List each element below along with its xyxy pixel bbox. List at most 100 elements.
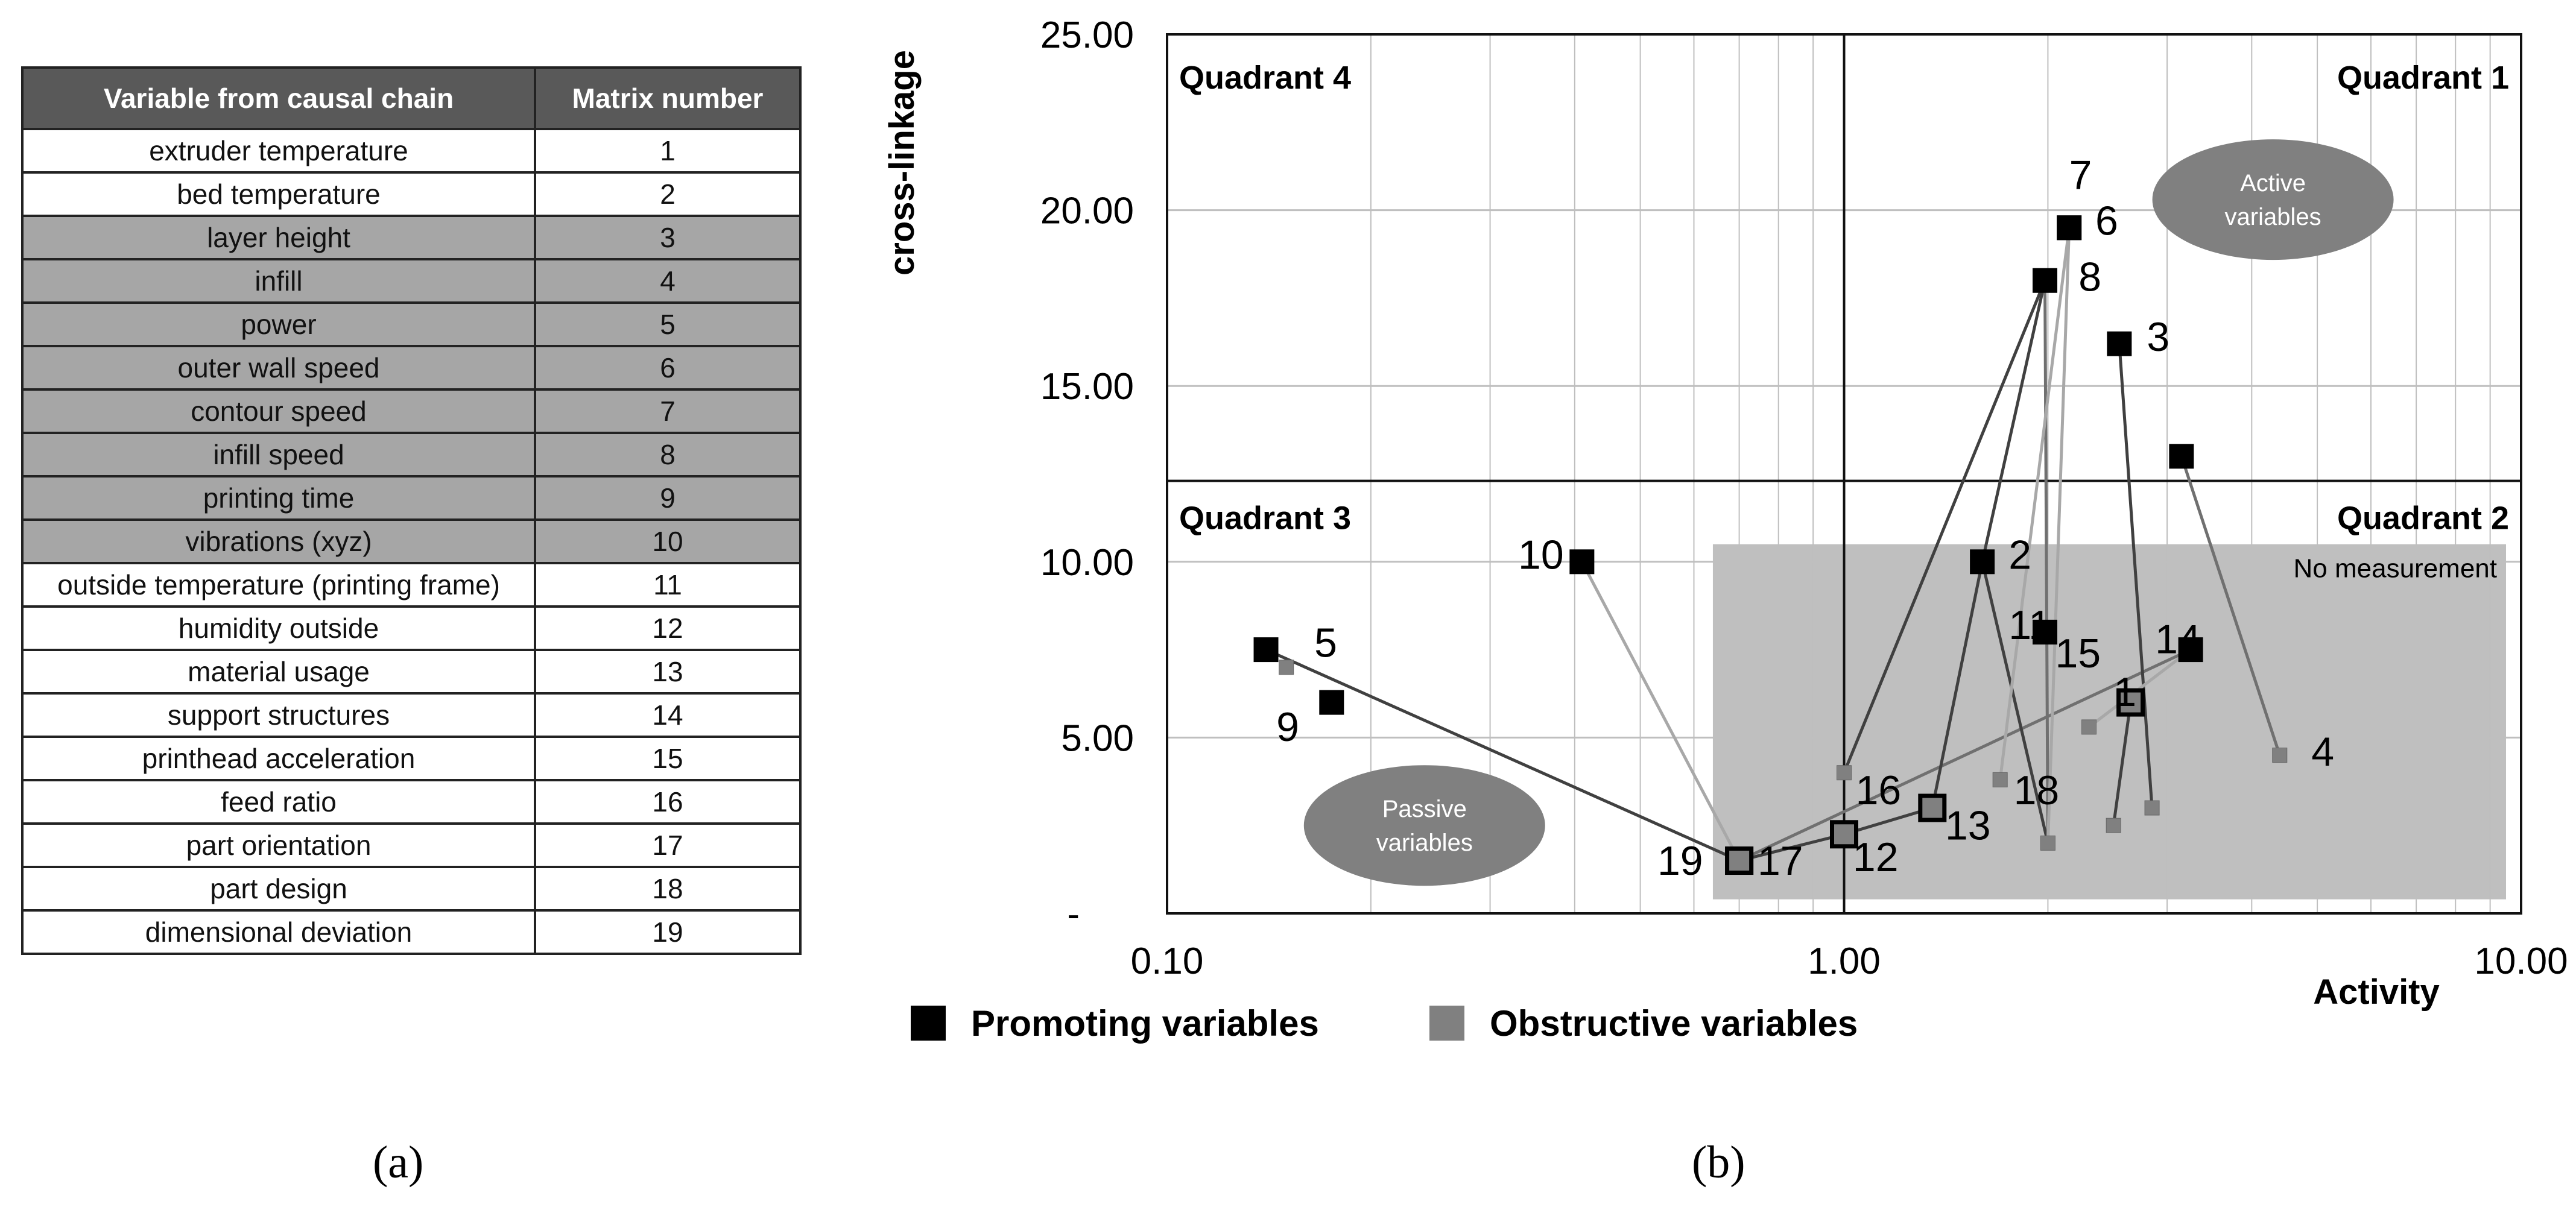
connection-line [2046, 227, 2071, 843]
y-tick-label: 25.00 [1040, 14, 1134, 56]
point-label: 4 [2311, 729, 2334, 775]
y-axis-title: cross-linkage [882, 50, 922, 276]
ellipse-label: Active [2240, 170, 2306, 197]
table-row: extruder temperature 1 [21, 128, 802, 174]
promoting-point [1725, 846, 1754, 875]
point-label: 19 [1657, 838, 1703, 884]
point-label: 17 [1758, 838, 1803, 884]
point-label: 15 [2055, 631, 2101, 676]
connection-line [1580, 561, 1741, 862]
promoting-point [1918, 793, 1947, 822]
promoting-point [1830, 820, 1858, 849]
table-row: feed ratio 16 [21, 779, 802, 825]
y-tick-label: 15.00 [1040, 366, 1134, 408]
promoting-point [2057, 215, 2082, 241]
table-row: support structures 14 [21, 692, 802, 738]
legend-label: Promoting variables [971, 1003, 1319, 1044]
connection-line [2118, 344, 2154, 808]
connection-line [1981, 561, 2049, 843]
table-row: outer wall speed 6 [21, 345, 802, 391]
promoting-point [2169, 444, 2194, 469]
variable-cell: contour speed [21, 388, 536, 434]
point-label: 2 [2008, 532, 2031, 578]
ellipse-label: variables [1376, 830, 1473, 856]
variable-cell: printing time [21, 475, 536, 521]
variable-cell: outside temperature (printing frame) [21, 562, 536, 608]
matrix-number-cell: 1 [534, 128, 802, 174]
connection-line [1981, 280, 2046, 563]
promoting-point [2116, 688, 2145, 717]
quadrant-label: Quadrant 3 [1179, 500, 1351, 537]
header-matrix-number: Matrix number [534, 66, 802, 130]
points-layer [1253, 215, 2288, 875]
obstructive-point [2040, 835, 2055, 851]
matrix-number-cell: 3 [534, 215, 802, 260]
variable-cell: support structures [21, 692, 536, 738]
x-tick-label: 1.00 [1808, 941, 1881, 982]
promoting-point [1319, 690, 1344, 715]
quadrant-label: Quadrant 2 [2337, 500, 2509, 537]
table-row: layer height 3 [21, 215, 802, 260]
variable-cell: part design [21, 866, 536, 912]
region-label: No measurement [2294, 554, 2497, 584]
table-row: power 5 [21, 301, 802, 347]
caption-a: (a) [373, 1137, 424, 1188]
variable-cell: dimensional deviation [21, 909, 536, 955]
point-label: 18 [2014, 767, 2060, 813]
legend-swatch [1429, 1006, 1464, 1041]
y-tick-label: 5.00 [1061, 717, 1134, 759]
connection-line [1998, 227, 2071, 780]
table-row: infill 4 [21, 258, 802, 304]
variable-table: Variable from causal chain Matrix number… [21, 66, 802, 955]
point-label: 16 [1856, 767, 1902, 813]
table-row: outside temperature (printing frame) 11 [21, 562, 802, 608]
promoting-point [1253, 637, 1279, 663]
promoting-point [2033, 268, 2058, 293]
variable-cell: outer wall speed [21, 345, 536, 391]
variable-cell: infill [21, 258, 536, 304]
connection-line [1843, 806, 1933, 836]
obstructive-point [1992, 772, 2008, 787]
obstructive-point [1837, 765, 1852, 781]
variable-cell: extruder temperature [21, 128, 536, 174]
y-tick-label: 20.00 [1040, 191, 1134, 232]
matrix-number-cell: 9 [534, 475, 802, 521]
table-body: extruder temperature 1 bed temperature 2 lay… [21, 128, 802, 955]
matrix-number-cell: 16 [534, 779, 802, 825]
variable-cell: printhead acceleration [21, 736, 536, 781]
ellipse-label: Passive [1382, 796, 1467, 822]
connection-line [2180, 456, 2282, 756]
matrix-number-cell: 2 [534, 171, 802, 217]
table-row: dimensional deviation 19 [21, 909, 802, 955]
x-tick-label: 10.00 [2474, 941, 2568, 982]
quadrant-label: Quadrant 1 [2337, 60, 2509, 96]
promoting-point [1970, 549, 1995, 575]
matrix-number-cell: 8 [534, 432, 802, 477]
y-tick-label: 10.00 [1040, 542, 1134, 584]
ellipse-label: variables [2225, 204, 2321, 230]
variable-cell: material usage [21, 649, 536, 695]
variable-cell: infill speed [21, 432, 536, 477]
connection-line [1738, 648, 2192, 862]
table-row: vibrations (xyz) 10 [21, 518, 802, 564]
variable-cell: power [21, 301, 536, 347]
ellipse-active [2152, 139, 2394, 260]
variable-cell: part orientation [21, 822, 536, 868]
table-row: printing time 9 [21, 475, 802, 521]
matrix-number-cell: 11 [534, 562, 802, 608]
connection-line [2112, 702, 2133, 826]
variable-cell: layer height [21, 215, 536, 260]
point-label: 7 [2069, 153, 2092, 198]
point-label: 1 [2113, 669, 2136, 715]
quadrant-label: Quadrant 4 [1179, 60, 1351, 96]
legend-swatch [911, 1006, 946, 1041]
connection-line [1265, 648, 1740, 862]
point-label: 12 [1853, 834, 1899, 880]
point-label: 13 [1945, 803, 1991, 849]
ellipse-passive [1303, 765, 1545, 886]
connection-line [1931, 561, 1984, 808]
matrix-number-cell: 15 [534, 736, 802, 781]
connection-line [1843, 280, 2046, 774]
obstructive-point [1279, 660, 1294, 675]
